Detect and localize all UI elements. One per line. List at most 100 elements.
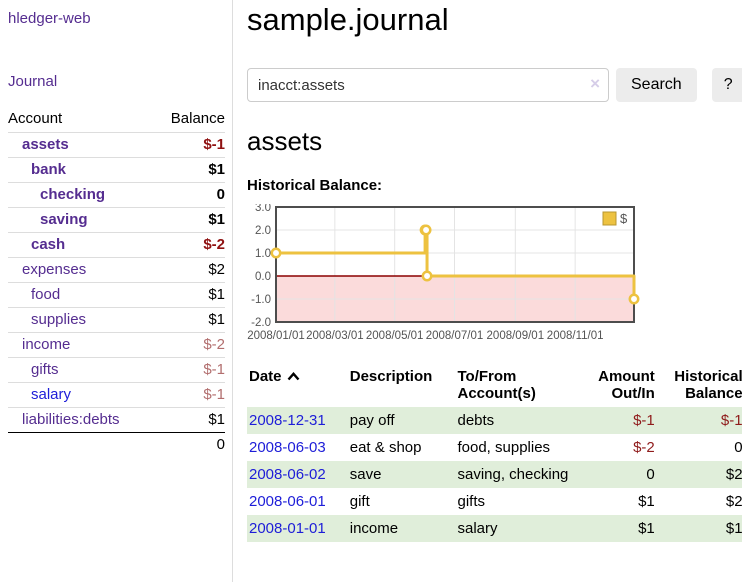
sidebar-account-balance: $1 bbox=[154, 307, 225, 333]
sidebar-account-row: bank $1 bbox=[8, 157, 225, 183]
sidebar-account-row: assets $-1 bbox=[8, 132, 225, 158]
transaction-date-link[interactable]: 2008-01-01 bbox=[249, 520, 326, 537]
register-description-cell: gift bbox=[349, 493, 370, 510]
sidebar-account-cell: checking bbox=[8, 182, 155, 208]
sidebar-account-link-expenses[interactable]: expenses bbox=[22, 261, 87, 278]
register-amount-cell: $1 bbox=[577, 515, 657, 542]
register-balance-cell: $2 bbox=[725, 493, 742, 510]
register-row: 2008-12-31 pay off debts $-1 $-1 bbox=[247, 407, 742, 434]
svg-text:2.0: 2.0 bbox=[255, 225, 271, 237]
sidebar-account-balance: $-2 bbox=[154, 232, 225, 258]
transaction-date-link[interactable]: 2008-06-01 bbox=[249, 493, 326, 510]
date-column-header[interactable]: Date bbox=[247, 364, 348, 407]
balance-column-header-main: Historical Balance bbox=[674, 368, 742, 402]
sidebar-account-link-bank[interactable]: bank bbox=[31, 161, 67, 178]
register-row: 2008-01-01 income salary $1 $1 bbox=[247, 515, 742, 542]
accounts-header-row: Account Balance bbox=[8, 106, 225, 133]
sidebar-account-cell: salary bbox=[8, 382, 155, 408]
accounts-table: Account Balance assets $-1 bank $1 checking 0… bbox=[8, 106, 225, 457]
sidebar-account-cell: supplies bbox=[8, 307, 155, 333]
register-accounts-cell: salary bbox=[455, 515, 577, 542]
sidebar-account-cell: saving bbox=[8, 207, 155, 233]
svg-text:3.0: 3.0 bbox=[255, 204, 271, 214]
register-date-cell: 2008-01-01 bbox=[247, 515, 348, 542]
tofrom-column-header: To/From Account(s) bbox=[457, 368, 536, 402]
register-accounts-cell: gifts bbox=[457, 493, 485, 510]
register-amount-cell: $-1 bbox=[577, 407, 657, 434]
search-button[interactable]: Search bbox=[616, 68, 697, 102]
sort-ascending-icon bbox=[287, 371, 299, 381]
register-row: 2008-06-03 eat & shop food, supplies $-2 0 bbox=[247, 434, 742, 461]
register-row: 2008-06-02 save saving, checking 0 $2 bbox=[247, 461, 742, 488]
register-balance-cell: $1 bbox=[656, 515, 742, 542]
sidebar-account-balance: $-1 bbox=[154, 132, 225, 158]
amount-column-header: Amount Out/In bbox=[598, 368, 655, 402]
transaction-date-link[interactable]: 2008-06-03 bbox=[249, 439, 326, 456]
sidebar-account-balance: $2 bbox=[154, 257, 225, 283]
sidebar-account-row: food $1 bbox=[8, 282, 225, 308]
svg-text:$: $ bbox=[620, 211, 628, 226]
sidebar-account-balance: $1 bbox=[154, 282, 225, 308]
register-amount-cell: $-2 bbox=[633, 439, 655, 456]
sidebar-account-cell: income bbox=[8, 332, 155, 358]
register-date-cell: 2008-06-03 bbox=[247, 434, 348, 461]
sidebar-account-cell: expenses bbox=[8, 257, 155, 283]
sidebar-account-row: expenses $2 bbox=[8, 257, 225, 283]
sidebar-account-link-supplies[interactable]: supplies bbox=[31, 311, 87, 328]
sidebar-account-row: saving $1 bbox=[8, 207, 225, 233]
sidebar-account-row: income $-2 bbox=[8, 332, 225, 358]
register-table-body: 2008-12-31 pay off debts $-1 $-1 2008-06-03 ea… bbox=[247, 407, 742, 542]
sidebar-account-row: salary $-1 bbox=[8, 382, 225, 408]
sidebar-account-link-checking[interactable]: checking bbox=[40, 186, 106, 203]
register-balance-cell: 0 bbox=[734, 439, 742, 456]
historical-balance-chart: $3.0 2.0 1.0 0.0 -1.0 -2.0 2008/01/01 2008/03/0… bbox=[243, 202, 742, 348]
register-balance-cell: $-1 bbox=[656, 407, 742, 434]
sidebar-account-link-income[interactable]: income bbox=[22, 336, 71, 353]
main-content: sample.journal × Search ? assets Histori… bbox=[233, 0, 742, 582]
sidebar-account-link-gifts[interactable]: gifts bbox=[31, 361, 59, 378]
svg-text:2008/09/01: 2008/09/01 bbox=[487, 330, 545, 342]
account-column-header: Account bbox=[8, 110, 63, 127]
accounts-total-value: 0 bbox=[154, 432, 225, 457]
search-row: × Search ? bbox=[247, 68, 742, 102]
register-balance-cell: $2 bbox=[656, 461, 742, 488]
sidebar-account-balance: $1 bbox=[154, 407, 225, 433]
sidebar-account-balance: $-1 bbox=[154, 382, 225, 408]
sidebar-account-link-liabilities-debts[interactable]: liabilities:debts bbox=[22, 411, 120, 428]
help-button[interactable]: ? bbox=[711, 68, 742, 102]
journal-nav-link[interactable]: Journal bbox=[8, 73, 58, 90]
chart-title: Historical Balance: bbox=[247, 177, 383, 194]
total-spacer bbox=[8, 432, 155, 457]
sidebar-account-cell: liabilities:debts bbox=[8, 407, 155, 433]
sidebar-account-cell: cash bbox=[8, 232, 155, 258]
page-title: sample.journal bbox=[247, 2, 449, 37]
register-table: Date Description To/From Account(s) Amou… bbox=[247, 364, 742, 542]
sidebar-account-balance: $-1 bbox=[154, 357, 225, 383]
sidebar-account-balance: $1 bbox=[154, 207, 225, 233]
transaction-date-link[interactable]: 2008-12-31 bbox=[249, 412, 326, 429]
sidebar-account-link-assets[interactable]: assets bbox=[22, 136, 69, 153]
register-date-cell: 2008-06-02 bbox=[247, 461, 348, 488]
sidebar-account-link-salary[interactable]: salary bbox=[31, 386, 72, 403]
sidebar-account-link-food[interactable]: food bbox=[31, 286, 61, 303]
sidebar-account-link-saving[interactable]: saving bbox=[40, 211, 88, 228]
svg-text:2008/03/01: 2008/03/01 bbox=[306, 330, 364, 342]
accounts-total-row: 0 bbox=[8, 432, 225, 457]
register-row: 2008-06-01 gift gifts $1 $2 bbox=[247, 488, 742, 515]
sidebar-account-balance: 0 bbox=[154, 182, 225, 208]
transaction-date-link[interactable]: 2008-06-02 bbox=[249, 466, 326, 483]
sidebar: hledger-web Journal Account Balance asse… bbox=[0, 0, 233, 582]
sidebar-account-balance: $-2 bbox=[154, 332, 225, 358]
svg-text:-1.0: -1.0 bbox=[251, 294, 271, 306]
sidebar-account-link-cash[interactable]: cash bbox=[31, 236, 66, 253]
app-title-link[interactable]: hledger-web bbox=[8, 10, 91, 27]
accounts-table-body: assets $-1 bank $1 checking 0 saving $1 cash $-2 e… bbox=[8, 132, 225, 433]
sidebar-account-cell: food bbox=[8, 282, 155, 308]
sidebar-account-cell: gifts bbox=[8, 357, 155, 383]
search-input[interactable] bbox=[247, 68, 609, 102]
register-date-cell: 2008-12-31 bbox=[247, 407, 348, 434]
register-accounts-cell: saving, checking bbox=[455, 461, 577, 488]
clear-search-icon[interactable]: × bbox=[590, 74, 600, 93]
register-accounts-cell: food, supplies bbox=[457, 439, 551, 456]
register-amount-cell: 0 bbox=[577, 461, 657, 488]
